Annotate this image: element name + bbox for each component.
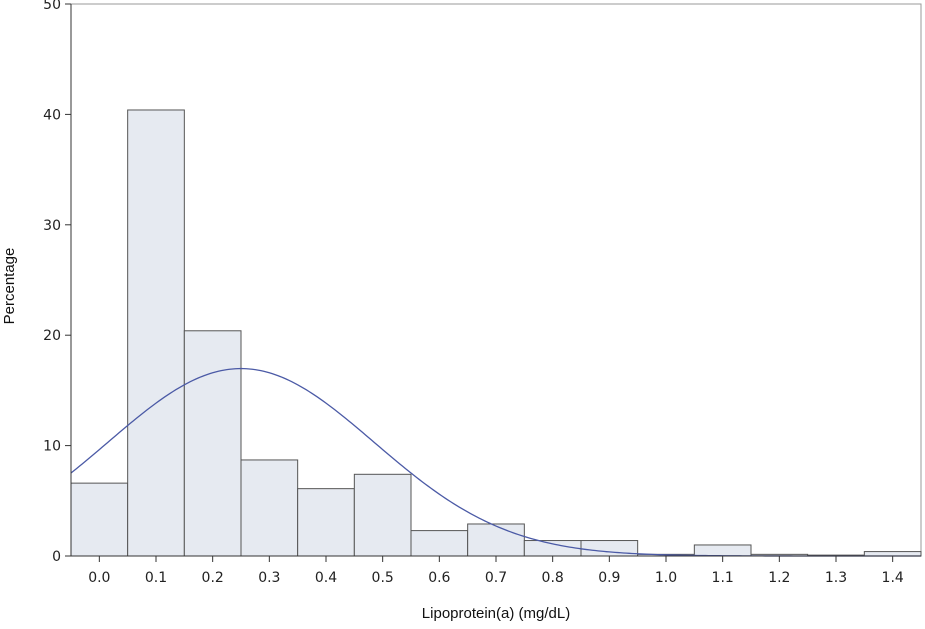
x-tick-label: 0.9: [598, 570, 620, 586]
histogram-bar: [353, 473, 412, 557]
histogram-bar: [410, 530, 469, 557]
x-tick-label: 0.4: [315, 570, 337, 586]
histogram-bar: [693, 544, 752, 557]
x-tick-label: 0.5: [372, 570, 394, 586]
axes-group: 0.0 0.1 0.2 0.3 0.4 0.5 0.6 0.7 0.8 0.9 1.0 1.1 1.2 1…: [43, 0, 921, 586]
x-tick-label: 0.1: [145, 570, 167, 586]
x-tick-label: 0.8: [542, 570, 564, 586]
histogram-bar: [183, 330, 242, 557]
x-tick-label: 1.4: [882, 570, 904, 586]
histogram-bar: [70, 482, 129, 557]
histogram-bar: [863, 551, 922, 557]
histogram-bar: [127, 109, 185, 557]
x-tick-label: 1.1: [712, 570, 734, 586]
x-tick-label: 0.6: [428, 570, 450, 586]
x-tick-label: 1.2: [768, 570, 790, 586]
histogram-bar: [523, 540, 582, 557]
x-tick-label: 0.3: [258, 570, 280, 586]
x-axis-title: Lipoprotein(a) (mg/dL): [422, 605, 570, 622]
histogram-bar: [467, 523, 525, 557]
y-tick-label: 40: [43, 107, 61, 123]
y-tick-label: 0: [52, 549, 61, 565]
bar-group: [70, 109, 922, 557]
y-tick-label: 10: [43, 439, 61, 455]
x-tick-label: 0.2: [202, 570, 224, 586]
x-tick-label: 0.7: [485, 570, 507, 586]
y-tick-label: 30: [43, 218, 61, 234]
histogram-bar: [240, 459, 299, 557]
histogram-bar: [297, 488, 355, 557]
x-tick-label: 0.0: [88, 570, 110, 586]
x-tick-label: 1.0: [655, 570, 677, 586]
y-tick-label: 50: [43, 0, 61, 13]
y-tick-label: 20: [43, 328, 61, 344]
x-tick-label: 1.3: [825, 570, 847, 586]
y-axis-title: Percentage: [1, 248, 18, 325]
